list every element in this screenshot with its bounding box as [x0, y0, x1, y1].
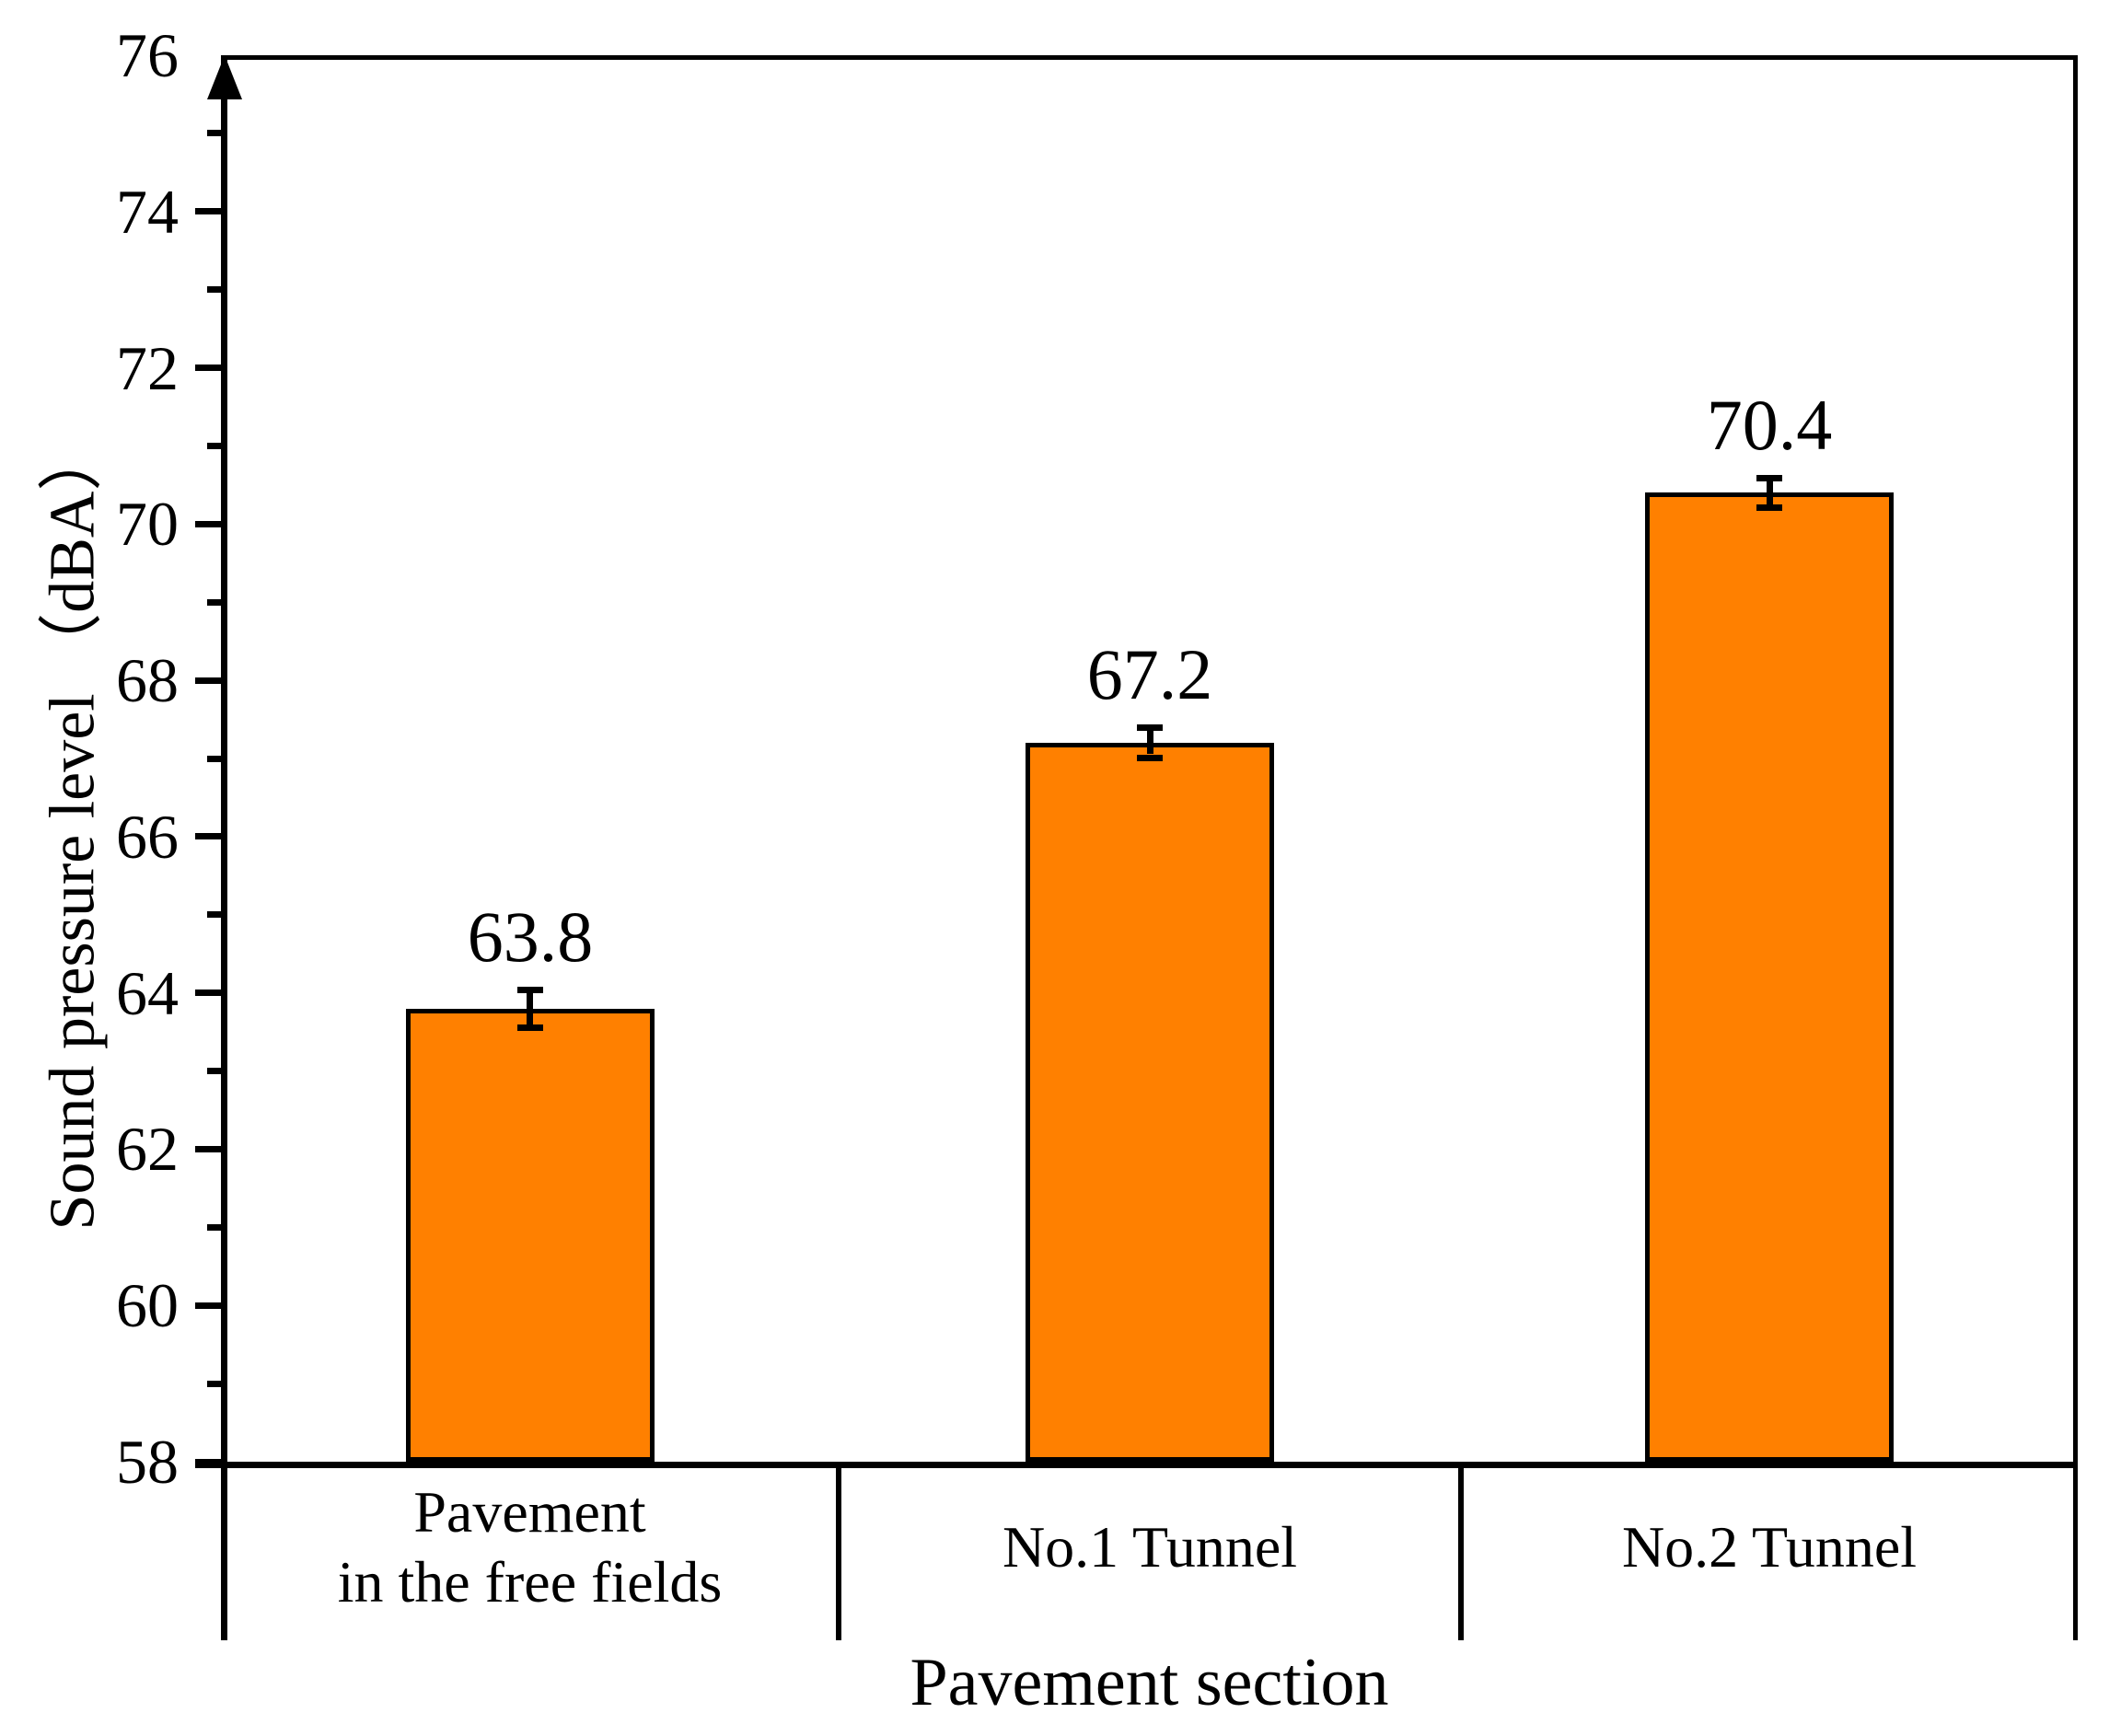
category-label: No.1 Tunnel — [839, 1469, 1461, 1626]
y-minor-tick — [207, 911, 221, 918]
plot-area — [221, 55, 2078, 1462]
category-label-line: No.2 Tunnel — [1621, 1514, 1918, 1580]
x-axis-line — [195, 1462, 2078, 1468]
y-tick-label: 64 — [116, 958, 179, 1028]
y-major-tick — [195, 677, 221, 684]
y-axis-arrow-icon — [207, 55, 242, 99]
error-bar-stem — [1767, 481, 1773, 504]
y-major-tick — [195, 1459, 221, 1465]
y-tick-label: 58 — [116, 1427, 179, 1497]
y-minor-tick — [207, 599, 221, 606]
y-tick-label: 66 — [116, 802, 179, 872]
category-label: No.2 Tunnel — [1461, 1469, 2078, 1626]
y-minor-tick — [207, 1068, 221, 1074]
y-tick-label: 68 — [116, 645, 179, 715]
bar-value-label: 70.4 — [1706, 385, 1833, 465]
y-minor-tick — [207, 443, 221, 449]
error-bar-cap-top — [1756, 475, 1782, 481]
y-tick-label: 62 — [116, 1114, 179, 1184]
right-border-extension — [2073, 1462, 2078, 1640]
error-bar-cap-bottom — [1756, 504, 1782, 511]
y-major-tick — [195, 365, 221, 371]
bar — [406, 1009, 655, 1462]
bar-value-label: 63.8 — [467, 897, 594, 977]
error-bar-stem — [527, 993, 533, 1024]
y-major-tick — [195, 990, 221, 996]
error-bar-cap-bottom — [517, 1024, 543, 1031]
category-label-line: No.1 Tunnel — [1002, 1514, 1298, 1580]
category-divider — [836, 1462, 841, 1640]
category-label-line: in the free fields — [337, 1549, 723, 1614]
error-bar-cap-bottom — [1137, 755, 1163, 761]
x-axis-title: Pavement section — [910, 1645, 1389, 1720]
y-tick-label: 60 — [116, 1270, 179, 1340]
y-major-tick — [195, 208, 221, 214]
error-bar-cap-top — [1137, 724, 1163, 731]
y-major-tick — [195, 833, 221, 839]
y-tick-label: 76 — [116, 20, 179, 90]
y-minor-tick — [207, 1224, 221, 1231]
y-major-tick — [195, 1146, 221, 1152]
category-label-line: Pavement — [413, 1479, 646, 1545]
y-minor-tick — [207, 1381, 221, 1387]
y-major-tick — [195, 521, 221, 527]
error-bar-stem — [1147, 731, 1153, 754]
category-divider — [1458, 1462, 1464, 1640]
y-minor-tick — [207, 756, 221, 762]
bar — [1026, 743, 1274, 1462]
y-tick-label: 70 — [116, 489, 179, 559]
bar — [1645, 492, 1894, 1462]
y-tick-label: 72 — [116, 333, 179, 403]
y-minor-tick — [207, 286, 221, 293]
y-tick-label: 74 — [116, 177, 179, 247]
y-axis-line — [221, 55, 227, 1640]
y-major-tick — [195, 1302, 221, 1309]
bar-value-label: 67.2 — [1086, 634, 1213, 714]
category-label: Pavement in the free fields — [221, 1469, 839, 1626]
y-minor-tick — [207, 130, 221, 136]
error-bar-cap-top — [517, 987, 543, 993]
